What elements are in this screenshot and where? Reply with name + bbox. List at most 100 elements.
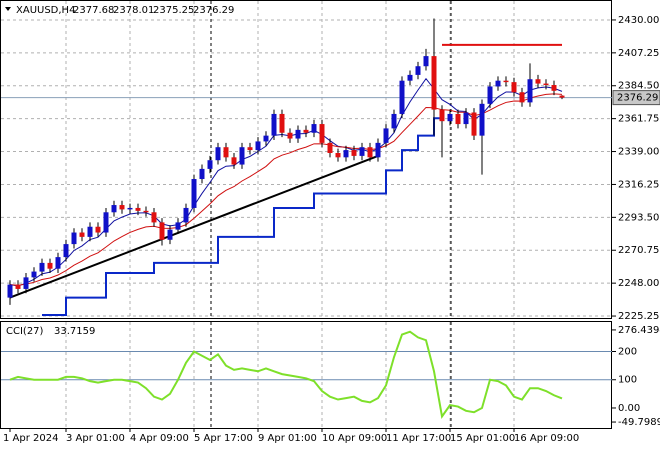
candle-body xyxy=(503,80,509,83)
candle-body xyxy=(263,135,269,142)
y-tick-label: 2384.50 xyxy=(618,81,659,92)
candle-body xyxy=(159,222,165,240)
candle-body xyxy=(279,113,285,133)
candle-body xyxy=(447,113,453,122)
candle-body xyxy=(143,210,149,213)
candle-body xyxy=(31,271,37,278)
candle-body xyxy=(247,147,253,151)
candle-body xyxy=(407,74,413,81)
ma-fast xyxy=(9,77,563,287)
y-tick-label: 2316.25 xyxy=(618,179,659,190)
candle-body xyxy=(103,212,109,233)
candle-body xyxy=(487,86,493,104)
header-open: 2377.68 xyxy=(73,5,114,16)
candle-body xyxy=(111,205,117,213)
candle-body xyxy=(79,232,85,237)
cci-tick-label: 0.00 xyxy=(618,403,640,414)
candle-body xyxy=(351,150,357,156)
candle-body xyxy=(327,142,333,153)
candle-body xyxy=(559,95,565,98)
candle-body xyxy=(183,207,189,223)
candle-body xyxy=(423,56,429,67)
candle-body xyxy=(495,80,501,87)
candle-body xyxy=(119,205,125,210)
x-tick-label: 10 Apr 09:00 xyxy=(322,433,387,444)
candle-body xyxy=(239,147,245,165)
candle-body xyxy=(303,129,309,133)
candle-body xyxy=(95,226,101,233)
ma-slow xyxy=(9,93,563,286)
step-line xyxy=(42,113,443,316)
candle-body xyxy=(431,56,437,110)
candle-body xyxy=(63,244,69,258)
candle-body xyxy=(463,112,469,125)
y-tick-label: 2293.50 xyxy=(618,212,659,223)
y-tick-label: 2430.00 xyxy=(618,15,659,26)
candle-body xyxy=(535,79,541,84)
candle-body xyxy=(151,212,157,223)
candle-body xyxy=(23,277,29,289)
candle-body xyxy=(479,103,485,136)
main-frame xyxy=(0,0,612,319)
cci-tick-label: 100 xyxy=(618,375,637,386)
candle-body xyxy=(455,113,461,125)
x-tick-label: 4 Apr 09:00 xyxy=(130,433,189,444)
candle-body xyxy=(167,229,173,240)
cci-tick-label: 200 xyxy=(618,347,637,358)
price-tag-label: 2376.29 xyxy=(617,93,658,104)
candle-body xyxy=(375,142,381,158)
candle-body xyxy=(71,232,77,245)
cci-label: CCI(27) xyxy=(6,326,44,337)
candle-body xyxy=(199,168,205,180)
candle-body xyxy=(511,82,517,93)
y-tick-label: 2361.75 xyxy=(618,114,659,125)
candle-body xyxy=(191,179,197,208)
x-tick-label: 9 Apr 01:00 xyxy=(258,433,317,444)
candle-body xyxy=(551,85,557,91)
candle-body xyxy=(127,207,133,210)
x-tick-label: 1 Apr 2024 xyxy=(3,433,58,444)
candle-body xyxy=(135,207,141,211)
candle-body xyxy=(47,262,53,269)
candle-body xyxy=(367,147,373,158)
candle-body xyxy=(39,262,45,272)
candle-body xyxy=(271,113,277,136)
cci-frame xyxy=(0,321,612,429)
candle-body xyxy=(175,222,181,230)
candle-body xyxy=(319,124,325,143)
candle-body xyxy=(55,257,61,269)
candle-body xyxy=(471,112,477,136)
candle-body xyxy=(543,83,549,86)
candle-body xyxy=(391,113,397,129)
candle-body xyxy=(383,128,389,143)
candle-body xyxy=(215,147,221,161)
cci-line xyxy=(9,330,563,419)
candle-body xyxy=(311,124,317,133)
trendline xyxy=(9,154,379,299)
candle-body xyxy=(335,152,341,158)
y-tick-label: 2270.75 xyxy=(618,245,659,256)
cci-tick-label: -49.7989 xyxy=(618,417,660,428)
y-tick-label: 2248.00 xyxy=(618,278,659,289)
y-tick-label: 2407.25 xyxy=(618,48,659,59)
candle-body xyxy=(359,147,365,156)
cci-tick-label: 276.4394 xyxy=(618,325,660,336)
price-tag xyxy=(612,90,660,106)
x-tick-label: 15 Apr 01:00 xyxy=(450,433,515,444)
candle-body xyxy=(15,284,21,289)
candle-body xyxy=(399,80,405,114)
candle-body xyxy=(343,150,349,158)
candle-body xyxy=(527,79,533,103)
cci-value: 33.7159 xyxy=(54,326,95,337)
candle-body xyxy=(415,66,421,75)
candle-body xyxy=(295,129,301,139)
header-low: 2375.25 xyxy=(153,5,194,16)
candle-body xyxy=(255,141,261,151)
y-tick-label: 2225.25 xyxy=(618,311,659,322)
symbol-arrow xyxy=(5,7,11,11)
y-tick-label: 2339.00 xyxy=(618,147,659,158)
symbol: XAUUSD,H4 xyxy=(16,5,75,16)
candle-body xyxy=(207,160,213,169)
candle-body xyxy=(223,147,229,158)
candle-body xyxy=(287,132,293,139)
